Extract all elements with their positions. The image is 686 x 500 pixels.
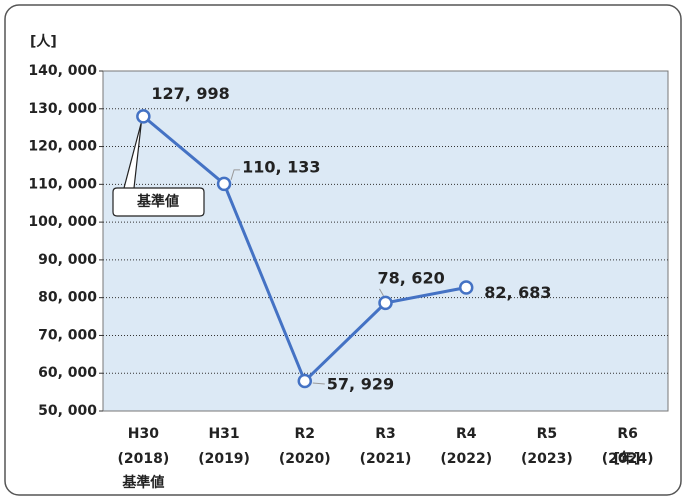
x-tick-label: R4 — [456, 426, 477, 442]
marker — [216, 176, 232, 192]
x-tick-label: R3 — [375, 426, 396, 442]
x-axis-label: [年] — [614, 450, 641, 467]
callout-box — [112, 122, 205, 217]
y-tick-label: 140, 000 — [28, 63, 97, 79]
leader-line — [312, 382, 325, 385]
y-tick-label: 60, 000 — [38, 365, 97, 381]
x-tick-year: (2020) — [279, 451, 331, 467]
y-tick-label: 50, 000 — [38, 403, 97, 419]
y-tick-label: 110, 000 — [28, 176, 97, 192]
y-tick-label: 120, 000 — [28, 139, 97, 155]
baseline-label: 基準値 — [122, 474, 164, 491]
x-tick-label: R2 — [295, 426, 316, 442]
y-axis-label: [人] — [30, 33, 57, 50]
marker — [378, 295, 393, 311]
data-label: 57, 929 — [327, 375, 394, 394]
x-tick-label: R5 — [537, 426, 558, 442]
x-tick-label: H30 — [128, 426, 159, 442]
y-tick-label: 70, 000 — [38, 327, 97, 343]
x-tick-label: R6 — [617, 426, 638, 442]
x-tick-year: (2019) — [198, 451, 250, 467]
marker — [458, 280, 474, 295]
y-tick-label: 100, 000 — [28, 214, 97, 230]
x-tick-year: (2023) — [521, 451, 573, 467]
data-label: 82, 683 — [484, 283, 551, 302]
x-tick-year: (2021) — [360, 451, 412, 467]
callout-text: 基準値 — [137, 193, 179, 210]
leader-line — [379, 288, 384, 297]
marker — [297, 373, 313, 389]
leader-line — [230, 169, 241, 180]
y-tick-label: 80, 000 — [38, 290, 97, 306]
x-tick-year: (2018) — [117, 451, 169, 467]
data-label: 78, 620 — [378, 268, 445, 287]
data-label: 127, 998 — [151, 84, 229, 103]
x-tick-year: (2024) — [602, 451, 654, 467]
x-tick-year: (2022) — [440, 451, 492, 467]
y-tick-label: 90, 000 — [38, 252, 97, 268]
y-tick-label: 130, 000 — [28, 101, 97, 117]
marker — [136, 109, 151, 124]
plot-area — [102, 70, 669, 412]
data-label: 110, 133 — [242, 157, 320, 176]
x-tick-label: H31 — [208, 426, 239, 442]
